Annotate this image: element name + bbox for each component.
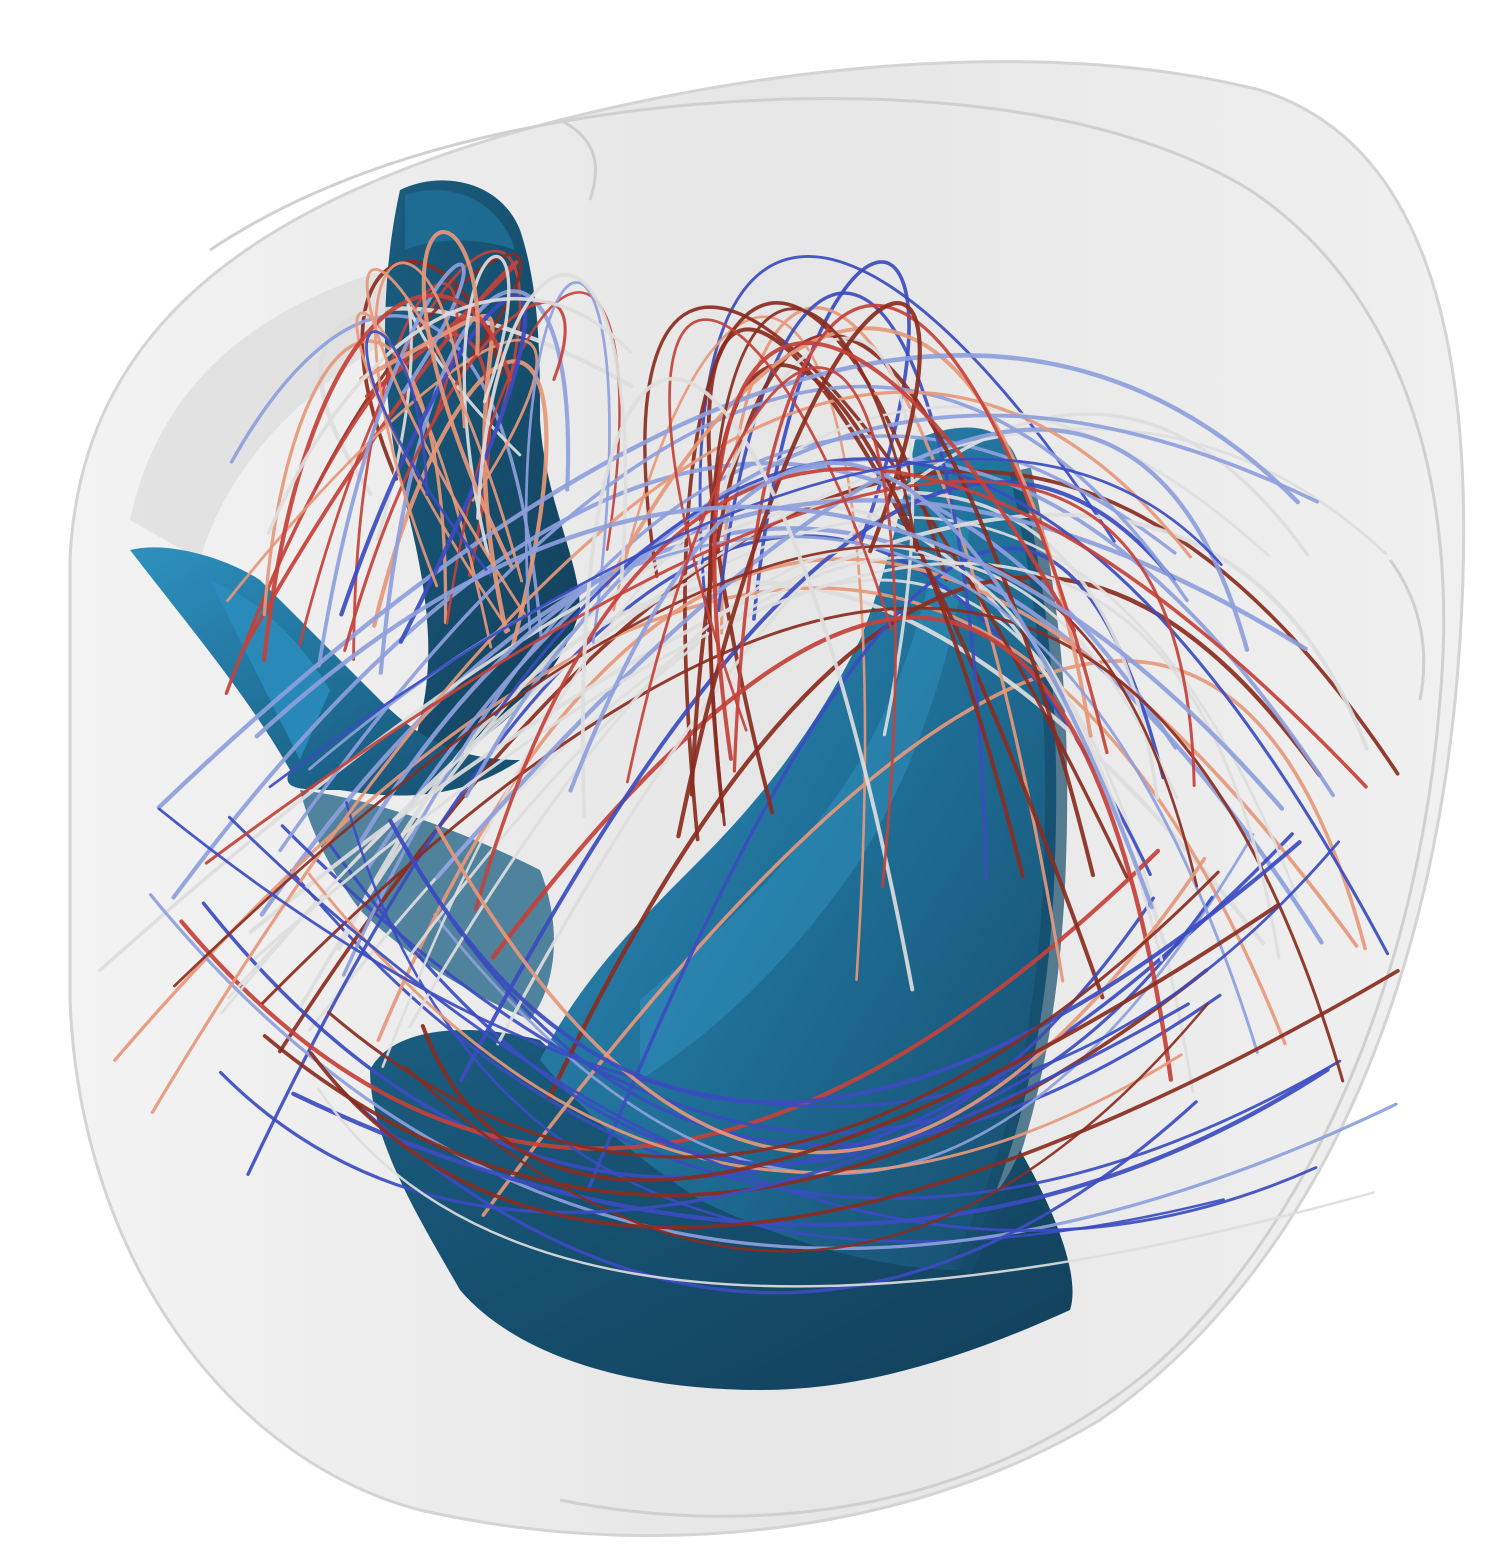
streamline xyxy=(464,413,1320,798)
streamline xyxy=(254,504,1285,811)
streamline xyxy=(421,230,514,569)
streamline-bundle xyxy=(98,230,1400,1295)
streamline xyxy=(490,615,1174,1082)
streamline xyxy=(494,457,1390,956)
streamline xyxy=(157,807,1341,1108)
streamline xyxy=(612,315,867,982)
housing-edge-seam-right xyxy=(1388,559,1426,701)
streamline xyxy=(268,457,1223,789)
streamline xyxy=(524,281,611,644)
blade-upper-left-face xyxy=(405,190,515,250)
streamline xyxy=(327,870,1220,1159)
streamline xyxy=(462,254,511,558)
streamline xyxy=(568,461,1154,910)
streamline xyxy=(716,291,988,881)
blade-back-lower xyxy=(300,790,554,1020)
streamline xyxy=(327,841,1155,1166)
streamline xyxy=(388,818,1302,1105)
streamline xyxy=(403,1002,1210,1253)
streamline xyxy=(156,353,1300,810)
housing-front-rim xyxy=(209,97,1446,1518)
streamline xyxy=(580,376,915,992)
streamline xyxy=(626,366,897,889)
streamline xyxy=(708,307,919,827)
streamline xyxy=(374,261,466,588)
streamline xyxy=(683,301,949,842)
streamline xyxy=(643,305,1129,879)
streamline xyxy=(179,848,1161,1151)
streamline xyxy=(698,254,1116,632)
streamline xyxy=(476,273,628,581)
streamline xyxy=(309,969,1400,1230)
streamline xyxy=(266,296,633,535)
streamline xyxy=(365,267,527,617)
streamline xyxy=(173,544,1199,988)
streamline xyxy=(316,1087,1376,1288)
streamline xyxy=(148,893,1398,1250)
housing-edge-seam-top xyxy=(559,118,597,201)
impeller-blades xyxy=(130,180,1073,1390)
blade-main xyxy=(540,427,1057,1270)
streamline xyxy=(150,390,1192,1114)
streamline xyxy=(261,293,513,663)
streamline xyxy=(420,903,1280,1183)
streamline xyxy=(712,341,1077,761)
streamline xyxy=(345,801,1225,1243)
streamline xyxy=(445,291,621,625)
streamline xyxy=(365,330,492,577)
streamline xyxy=(291,1067,1330,1228)
streamline xyxy=(343,300,567,652)
streamline xyxy=(474,467,1368,911)
streamline xyxy=(676,301,922,839)
streamline xyxy=(401,842,1222,1147)
streamline xyxy=(355,311,511,649)
blade-left-wing-tip xyxy=(210,580,330,760)
streamline xyxy=(339,1088,1198,1295)
streamline xyxy=(280,824,1214,1135)
streamline xyxy=(227,815,1318,1233)
streamline xyxy=(378,289,571,675)
streamline xyxy=(219,516,1298,1015)
housing-inner-shading xyxy=(130,260,520,560)
streamline xyxy=(253,562,1281,960)
streamline xyxy=(241,260,519,651)
streamline xyxy=(218,1002,1190,1214)
blade-main-highlight xyxy=(640,520,970,1080)
streamline xyxy=(732,303,1109,773)
